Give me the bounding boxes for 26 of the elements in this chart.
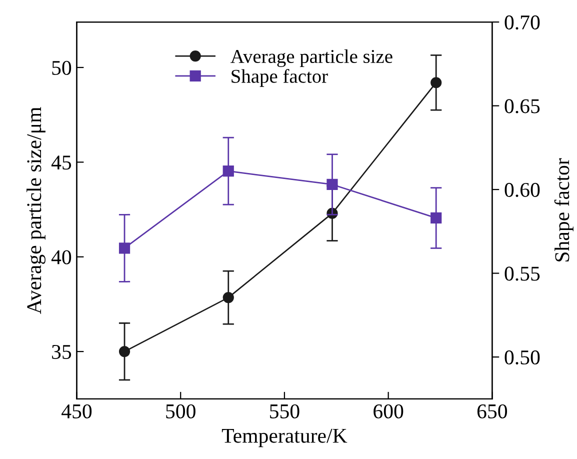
y-axis-title: Average particle size/μm [26,107,46,314]
x-tick-label: 600 [374,404,404,418]
x-tick-label: 650 [477,404,508,418]
y-tick-label: 35 [52,344,72,359]
y2-tick-label: 0.60 [504,182,540,198]
x-tick-label: 500 [166,404,196,418]
y-tick-label: 40 [51,250,72,264]
x-tick-label: 450 [62,404,92,418]
point [118,242,130,254]
legend-label: Average particle size [230,49,392,68]
y-tick-label: 45 [51,156,72,170]
x-axis-title: Temperature/K [222,428,348,448]
x-tick-label: 550 [270,404,300,418]
point [222,166,234,177]
y-tick-label: 50 [52,60,72,75]
y2-tick-label: 0.55 [504,266,540,281]
y2-tick-label: 0.65 [504,99,540,114]
y2-tick-label: 0.70 [504,15,540,30]
legend-label: Shape factor [232,69,328,87]
point [326,178,338,190]
y2-tick-label: 0.50 [504,350,540,365]
y2-axis-title: Shape factor [554,158,574,262]
point [430,212,442,224]
point [222,292,234,304]
point [430,77,442,88]
point [118,346,130,358]
